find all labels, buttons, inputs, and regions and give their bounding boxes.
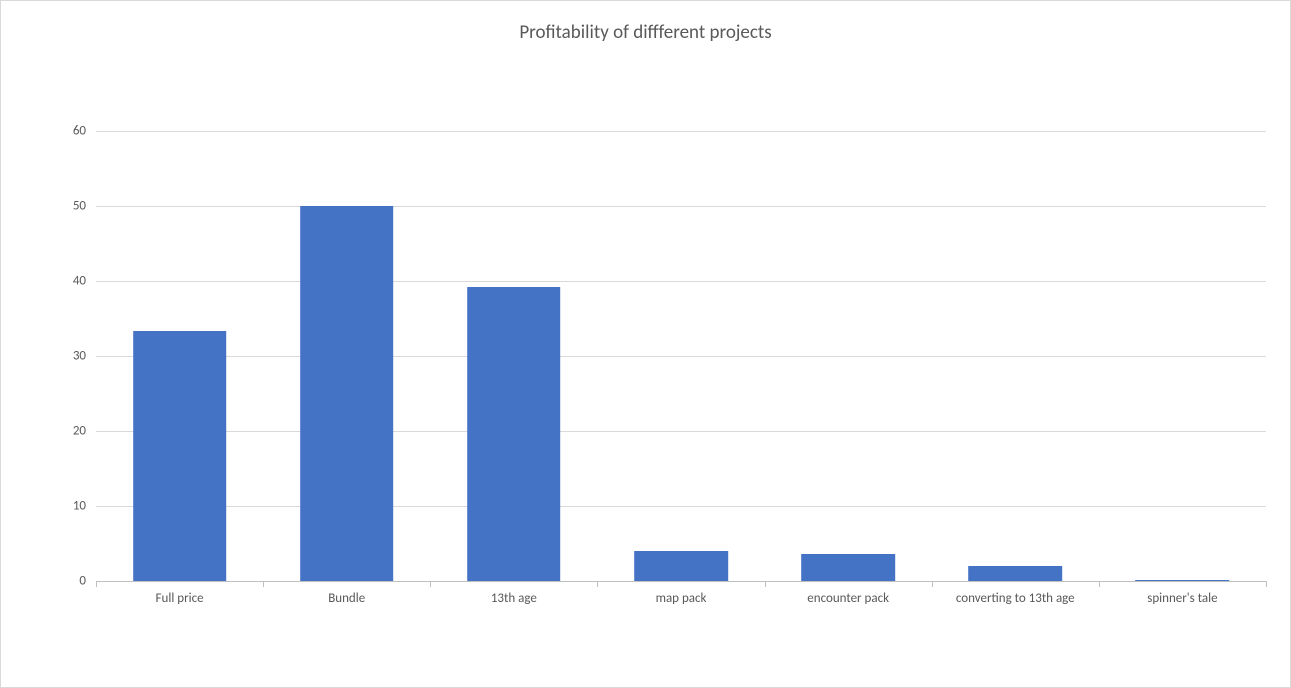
x-tick-label: map pack xyxy=(597,581,764,608)
bar-slot xyxy=(932,131,1099,581)
y-tick-label: 30 xyxy=(46,349,86,364)
bar-slot xyxy=(96,131,263,581)
plot-area: 0102030405060 xyxy=(96,131,1266,581)
chart-container: Profitability of diffferent projects 010… xyxy=(0,0,1291,688)
chart-title: Profitability of diffferent projects xyxy=(1,1,1290,44)
x-tick-label: 13th age xyxy=(430,581,597,608)
bar-slot xyxy=(765,131,932,581)
bar-slot xyxy=(1099,131,1266,581)
y-tick-label: 50 xyxy=(46,198,86,213)
bar xyxy=(467,287,561,581)
bar xyxy=(801,554,895,581)
y-tick-label: 0 xyxy=(46,574,86,589)
bar xyxy=(133,331,227,581)
bar-slot xyxy=(597,131,764,581)
bar-slot xyxy=(430,131,597,581)
y-tick-label: 40 xyxy=(46,273,86,288)
y-tick-label: 20 xyxy=(46,423,86,438)
x-tick-label: Full price xyxy=(96,581,263,608)
x-tick-label: Bundle xyxy=(263,581,430,608)
bar-slot xyxy=(263,131,430,581)
bar xyxy=(634,551,728,581)
x-tick-label: spinner's tale xyxy=(1099,581,1266,608)
y-tick-label: 60 xyxy=(46,124,86,139)
bar xyxy=(300,206,394,581)
x-tick-mark xyxy=(1266,581,1267,587)
x-tick-label: encounter pack xyxy=(765,581,932,608)
x-axis: Full priceBundle13th agemap packencounte… xyxy=(96,581,1266,608)
y-tick-label: 10 xyxy=(46,499,86,514)
x-tick-label: converting to 13th age xyxy=(932,581,1099,608)
bars-area xyxy=(96,131,1266,581)
bar xyxy=(968,566,1062,581)
